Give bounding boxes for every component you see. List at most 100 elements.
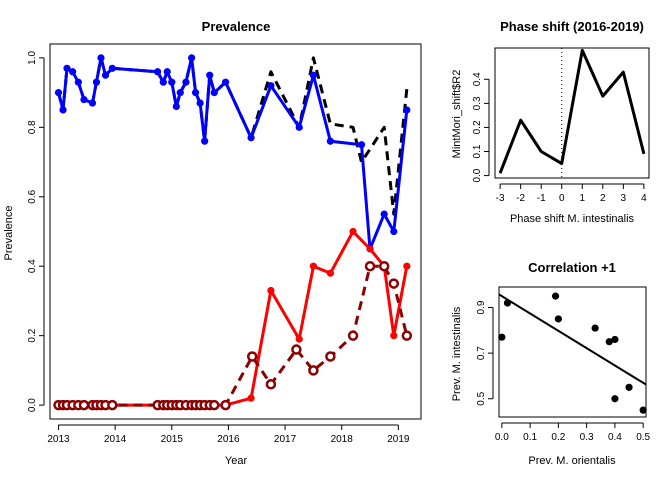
- correlation-point: [498, 333, 506, 341]
- correlation-y-tick-label: 0.9: [476, 300, 487, 314]
- prevalence-series-1-point: [210, 89, 218, 97]
- prevalence-series-1-point: [357, 141, 366, 149]
- phase-shift-x-tick-label: -3: [496, 193, 505, 204]
- phase-shift-xlabel: Phase shift M. intestinalis: [510, 213, 635, 225]
- prevalence-y-tick-label: 0.0: [27, 398, 38, 412]
- prevalence-series-1-point: [196, 99, 204, 107]
- prevalence-series-1-point: [201, 137, 209, 145]
- correlation-y-tick-label: 0.7: [476, 346, 487, 360]
- prevalence-series-1-point: [295, 123, 303, 131]
- prevalence-series-3-point: [347, 330, 359, 341]
- phase-shift-x-tick-label: 3: [621, 193, 627, 204]
- phase-shift-x-tick-label: 1: [579, 193, 585, 204]
- prevalence-series-1-point: [108, 64, 116, 72]
- prevalence-series-1-point: [163, 68, 171, 76]
- prevalence-series-1-point: [59, 106, 67, 114]
- prevalence-series-1-point: [168, 78, 176, 86]
- prevalence-series-2-point: [267, 286, 275, 295]
- prevalence-series-1-point: [247, 134, 255, 142]
- prevalence-series-3-point: [78, 399, 90, 411]
- phase-shift-y-tick-label: 0.2: [472, 120, 483, 134]
- phase-shift-panel: Phase shift (2016-2019) Phase shift M. i…: [451, 19, 650, 225]
- prevalence-series-1-point: [267, 82, 275, 90]
- prevalence-series-3-point: [107, 399, 118, 411]
- prevalence-plot-box: [49, 43, 422, 420]
- prevalence-x-tick-label: 2014: [104, 434, 127, 445]
- correlation-x-tick-label: 0.4: [608, 432, 622, 443]
- prevalence-series-2-point: [403, 262, 411, 270]
- correlation-panel: Correlation +1 Prev. M. orientalis Prev.…: [451, 260, 651, 467]
- prevalence-series-1-point: [159, 78, 167, 86]
- correlation-title: Correlation +1: [528, 260, 616, 275]
- correlation-point: [503, 299, 512, 307]
- correlation-point: [591, 324, 599, 332]
- prevalence-series-3-point: [246, 351, 258, 362]
- prevalence-ylabel: Prevalence: [3, 205, 15, 260]
- prevalence-y-tick-label: 0.8: [27, 120, 38, 134]
- prevalence-series-1-point: [206, 71, 214, 79]
- correlation-point: [625, 383, 633, 391]
- prevalence-series-1-point: [182, 78, 190, 86]
- prevalence-series-3-point: [209, 399, 220, 411]
- correlation-point: [554, 315, 562, 323]
- prevalence-y-tick-label: 1.0: [27, 51, 38, 65]
- phase-shift-line: [498, 48, 646, 174]
- phase-shift-y-tick-label: 0.4: [472, 72, 483, 86]
- prevalence-series-2-point: [309, 262, 317, 270]
- prevalence-y-tick-label: 0.4: [27, 259, 38, 273]
- phase-shift-x-tick-label: -1: [537, 193, 546, 204]
- prevalence-xlabel: Year: [225, 455, 248, 467]
- phase-shift-title: Phase shift (2016-2019): [500, 19, 644, 34]
- prevalence-series-2-point: [295, 335, 303, 343]
- prevalence-series-1-point: [69, 68, 77, 76]
- prevalence-series-3-point: [325, 351, 336, 362]
- prevalence-series-1-point: [188, 54, 196, 62]
- phase-shift-x-tick-label: -2: [516, 193, 525, 204]
- prevalence-series-2-point: [247, 394, 255, 402]
- prevalence-series-2-point: [349, 227, 357, 236]
- prevalence-series-3-point: [220, 399, 231, 411]
- prevalence-series-1-point: [154, 68, 162, 76]
- correlation-ylabel: Prev. M. intestinalis: [451, 306, 463, 401]
- prevalence-x-tick-label: 2019: [387, 434, 410, 445]
- correlation-plot-box: [498, 286, 647, 418]
- phase-shift-plot-box: [494, 47, 650, 179]
- prevalence-x-tick-label: 2015: [161, 434, 184, 445]
- correlation-x-tick-label: 0.1: [523, 432, 537, 443]
- phase-shift-y-tick-label: 0.1: [472, 144, 483, 158]
- prevalence-series-1-point: [88, 99, 97, 107]
- prevalence-series-2-point: [326, 269, 334, 277]
- prevalence-series-1-point: [63, 64, 71, 72]
- prevalence-y-tick-label: 0.6: [27, 189, 38, 203]
- prevalence-x-tick-label: 2018: [331, 434, 354, 445]
- prevalence-series-0-line: [57, 56, 409, 216]
- prevalence-series-3-point: [378, 260, 390, 272]
- correlation-x-tick-label: 0.0: [495, 432, 509, 443]
- prevalence-series-1-point: [101, 71, 110, 79]
- prevalence-series-1-point: [191, 89, 200, 97]
- prevalence-series-3-point: [364, 260, 376, 272]
- prevalence-x-tick-label: 2013: [47, 434, 70, 445]
- prevalence-series-1-point: [390, 227, 398, 236]
- prevalence-panel: Prevalence Year Prevalence 2013 2014 2015 2…: [3, 19, 422, 467]
- phase-shift-x-tick-label: 2: [600, 193, 606, 204]
- correlation-x-tick-label: 0.3: [580, 432, 594, 443]
- prevalence-series-3-point: [401, 330, 413, 341]
- phase-shift-y-tick-label: 0.0: [472, 168, 483, 182]
- correlation-point: [551, 292, 560, 300]
- prevalence-y-tick-label: 0.2: [27, 328, 38, 342]
- prevalence-series-1-point: [80, 95, 88, 104]
- correlation-x-tick-label: 0.5: [636, 432, 650, 443]
- correlation-x-tick-label: 0.2: [551, 432, 565, 443]
- prevalence-series-3-point: [265, 379, 277, 390]
- prevalence-x-tick-label: 2016: [217, 434, 240, 445]
- correlation-xlabel: Prev. M. orientalis: [528, 455, 616, 467]
- prevalence-series-1-point: [54, 89, 63, 97]
- prevalence-series-1-point: [74, 78, 82, 86]
- prevalence-series-2-point: [390, 332, 398, 340]
- prevalence-series-3-point: [388, 278, 400, 289]
- prevalence-series-1-point: [172, 102, 180, 111]
- prevalence-series-1-point: [221, 78, 230, 86]
- correlation-y-tick-label: 0.5: [476, 391, 487, 405]
